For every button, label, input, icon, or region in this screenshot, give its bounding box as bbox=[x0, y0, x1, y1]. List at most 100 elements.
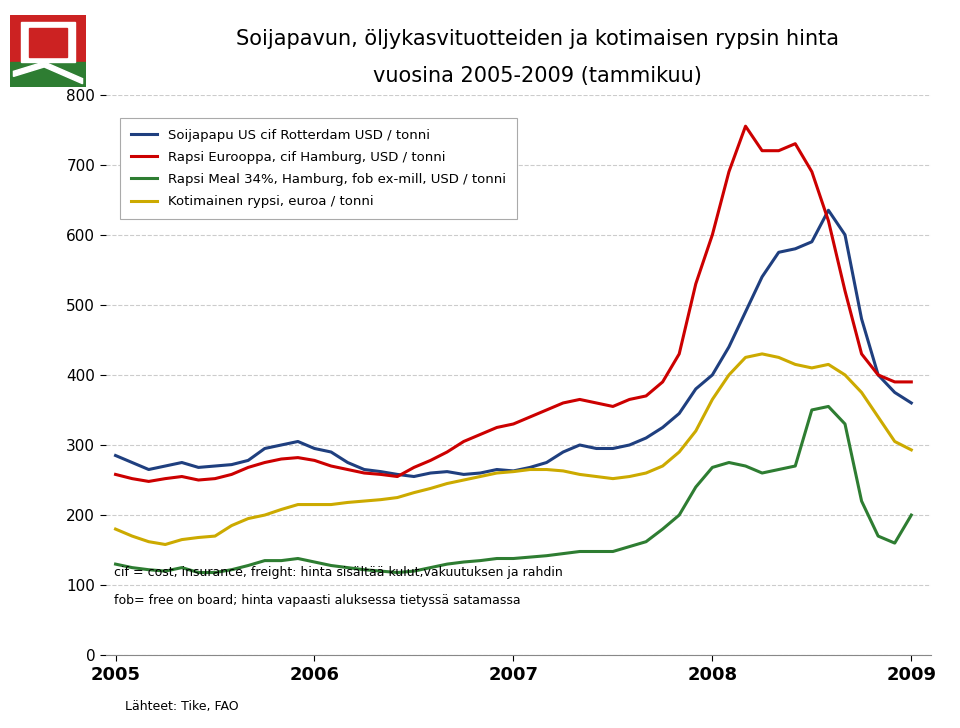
Rapsi Eurooppa, cif Hamburg, USD / tonni bbox=[259, 458, 271, 467]
Soijapapu US cif Rotterdam USD / tonni bbox=[325, 448, 337, 456]
Soijapapu US cif Rotterdam USD / tonni bbox=[707, 371, 718, 379]
Bar bbox=[10, 15, 86, 66]
Soijapapu US cif Rotterdam USD / tonni bbox=[574, 440, 586, 449]
Rapsi Meal 34%, Hamburg, fob ex-mill, USD / tonni bbox=[839, 419, 851, 428]
Soijapapu US cif Rotterdam USD / tonni bbox=[243, 456, 254, 464]
Rapsi Meal 34%, Hamburg, fob ex-mill, USD / tonni bbox=[143, 566, 155, 574]
Kotimainen rypsi, euroa / tonni bbox=[524, 465, 536, 474]
Rapsi Eurooppa, cif Hamburg, USD / tonni bbox=[773, 146, 784, 155]
Rapsi Meal 34%, Hamburg, fob ex-mill, USD / tonni bbox=[259, 556, 271, 565]
Soijapapu US cif Rotterdam USD / tonni bbox=[905, 398, 917, 407]
Rapsi Meal 34%, Hamburg, fob ex-mill, USD / tonni bbox=[657, 525, 668, 534]
Kotimainen rypsi, euroa / tonni bbox=[408, 488, 420, 497]
Rapsi Eurooppa, cif Hamburg, USD / tonni bbox=[873, 371, 884, 379]
Rapsi Eurooppa, cif Hamburg, USD / tonni bbox=[159, 474, 171, 483]
Soijapapu US cif Rotterdam USD / tonni bbox=[889, 388, 900, 397]
Rapsi Meal 34%, Hamburg, fob ex-mill, USD / tonni bbox=[392, 568, 403, 577]
Rapsi Eurooppa, cif Hamburg, USD / tonni bbox=[109, 470, 121, 479]
Soijapapu US cif Rotterdam USD / tonni bbox=[524, 463, 536, 472]
Kotimainen rypsi, euroa / tonni bbox=[392, 493, 403, 502]
Text: fob= free on board; hinta vapaasti aluksessa tietyssä satamassa: fob= free on board; hinta vapaasti aluks… bbox=[114, 593, 520, 606]
Bar bbox=[21, 22, 75, 62]
Kotimainen rypsi, euroa / tonni bbox=[889, 437, 900, 446]
Rapsi Meal 34%, Hamburg, fob ex-mill, USD / tonni bbox=[707, 463, 718, 472]
Kotimainen rypsi, euroa / tonni bbox=[590, 472, 602, 481]
Kotimainen rypsi, euroa / tonni bbox=[773, 353, 784, 362]
Rapsi Meal 34%, Hamburg, fob ex-mill, USD / tonni bbox=[806, 405, 818, 414]
Soijapapu US cif Rotterdam USD / tonni bbox=[492, 465, 503, 474]
Soijapapu US cif Rotterdam USD / tonni bbox=[839, 230, 851, 239]
Bar bbox=[29, 28, 67, 57]
Rapsi Eurooppa, cif Hamburg, USD / tonni bbox=[839, 286, 851, 296]
Rapsi Meal 34%, Hamburg, fob ex-mill, USD / tonni bbox=[690, 483, 702, 491]
Rapsi Eurooppa, cif Hamburg, USD / tonni bbox=[424, 456, 436, 464]
Rapsi Eurooppa, cif Hamburg, USD / tonni bbox=[243, 463, 254, 472]
Soijapapu US cif Rotterdam USD / tonni bbox=[690, 384, 702, 393]
Rapsi Eurooppa, cif Hamburg, USD / tonni bbox=[607, 402, 618, 411]
Soijapapu US cif Rotterdam USD / tonni bbox=[657, 423, 668, 432]
Rapsi Meal 34%, Hamburg, fob ex-mill, USD / tonni bbox=[524, 553, 536, 561]
Soijapapu US cif Rotterdam USD / tonni bbox=[392, 470, 403, 479]
Soijapapu US cif Rotterdam USD / tonni bbox=[309, 444, 321, 453]
Soijapapu US cif Rotterdam USD / tonni bbox=[209, 462, 221, 470]
Rapsi Meal 34%, Hamburg, fob ex-mill, USD / tonni bbox=[574, 547, 586, 556]
Soijapapu US cif Rotterdam USD / tonni bbox=[855, 314, 867, 323]
Rapsi Meal 34%, Hamburg, fob ex-mill, USD / tonni bbox=[474, 556, 486, 565]
Kotimainen rypsi, euroa / tonni bbox=[442, 479, 453, 488]
Kotimainen rypsi, euroa / tonni bbox=[574, 470, 586, 479]
Kotimainen rypsi, euroa / tonni bbox=[342, 498, 353, 507]
Rapsi Eurooppa, cif Hamburg, USD / tonni bbox=[358, 469, 370, 478]
Rapsi Meal 34%, Hamburg, fob ex-mill, USD / tonni bbox=[823, 402, 834, 411]
Rapsi Meal 34%, Hamburg, fob ex-mill, USD / tonni bbox=[723, 458, 734, 467]
Rapsi Eurooppa, cif Hamburg, USD / tonni bbox=[889, 378, 900, 387]
Rapsi Meal 34%, Hamburg, fob ex-mill, USD / tonni bbox=[492, 554, 503, 563]
Kotimainen rypsi, euroa / tonni bbox=[607, 474, 618, 483]
Rapsi Meal 34%, Hamburg, fob ex-mill, USD / tonni bbox=[624, 542, 636, 551]
Kotimainen rypsi, euroa / tonni bbox=[159, 540, 171, 549]
Rapsi Meal 34%, Hamburg, fob ex-mill, USD / tonni bbox=[889, 539, 900, 547]
Rapsi Meal 34%, Hamburg, fob ex-mill, USD / tonni bbox=[640, 537, 652, 546]
Kotimainen rypsi, euroa / tonni bbox=[740, 353, 752, 362]
Rapsi Meal 34%, Hamburg, fob ex-mill, USD / tonni bbox=[607, 547, 618, 556]
Soijapapu US cif Rotterdam USD / tonni bbox=[624, 440, 636, 449]
Rapsi Meal 34%, Hamburg, fob ex-mill, USD / tonni bbox=[342, 563, 353, 572]
Kotimainen rypsi, euroa / tonni bbox=[243, 514, 254, 523]
Soijapapu US cif Rotterdam USD / tonni bbox=[442, 467, 453, 476]
Soijapapu US cif Rotterdam USD / tonni bbox=[358, 465, 370, 474]
Soijapapu US cif Rotterdam USD / tonni bbox=[109, 451, 121, 460]
Rapsi Eurooppa, cif Hamburg, USD / tonni bbox=[474, 430, 486, 439]
Soijapapu US cif Rotterdam USD / tonni bbox=[143, 465, 155, 474]
Soijapapu US cif Rotterdam USD / tonni bbox=[176, 458, 187, 467]
Kotimainen rypsi, euroa / tonni bbox=[806, 363, 818, 372]
Rapsi Meal 34%, Hamburg, fob ex-mill, USD / tonni bbox=[558, 549, 569, 558]
Rapsi Meal 34%, Hamburg, fob ex-mill, USD / tonni bbox=[358, 566, 370, 574]
Rapsi Eurooppa, cif Hamburg, USD / tonni bbox=[392, 472, 403, 481]
Kotimainen rypsi, euroa / tonni bbox=[707, 395, 718, 404]
Rapsi Meal 34%, Hamburg, fob ex-mill, USD / tonni bbox=[408, 566, 420, 575]
Rapsi Meal 34%, Hamburg, fob ex-mill, USD / tonni bbox=[773, 465, 784, 474]
Rapsi Eurooppa, cif Hamburg, USD / tonni bbox=[574, 395, 586, 404]
Rapsi Eurooppa, cif Hamburg, USD / tonni bbox=[756, 146, 768, 155]
Kotimainen rypsi, euroa / tonni bbox=[193, 533, 204, 542]
Soijapapu US cif Rotterdam USD / tonni bbox=[607, 444, 618, 453]
Line: Soijapapu US cif Rotterdam USD / tonni: Soijapapu US cif Rotterdam USD / tonni bbox=[115, 210, 911, 477]
Rapsi Meal 34%, Hamburg, fob ex-mill, USD / tonni bbox=[209, 568, 221, 577]
Rapsi Meal 34%, Hamburg, fob ex-mill, USD / tonni bbox=[458, 558, 469, 566]
Soijapapu US cif Rotterdam USD / tonni bbox=[640, 434, 652, 443]
Line: Rapsi Eurooppa, cif Hamburg, USD / tonni: Rapsi Eurooppa, cif Hamburg, USD / tonni bbox=[115, 126, 911, 481]
Rapsi Meal 34%, Hamburg, fob ex-mill, USD / tonni bbox=[176, 563, 187, 572]
Rapsi Eurooppa, cif Hamburg, USD / tonni bbox=[325, 462, 337, 470]
Soijapapu US cif Rotterdam USD / tonni bbox=[474, 469, 486, 478]
Rapsi Eurooppa, cif Hamburg, USD / tonni bbox=[707, 230, 718, 239]
Soijapapu US cif Rotterdam USD / tonni bbox=[789, 245, 801, 253]
Rapsi Meal 34%, Hamburg, fob ex-mill, USD / tonni bbox=[873, 531, 884, 540]
Kotimainen rypsi, euroa / tonni bbox=[823, 360, 834, 369]
Soijapapu US cif Rotterdam USD / tonni bbox=[540, 458, 552, 467]
Rapsi Eurooppa, cif Hamburg, USD / tonni bbox=[143, 477, 155, 486]
Rapsi Meal 34%, Hamburg, fob ex-mill, USD / tonni bbox=[325, 561, 337, 570]
Rapsi Eurooppa, cif Hamburg, USD / tonni bbox=[276, 454, 287, 464]
Soijapapu US cif Rotterdam USD / tonni bbox=[873, 371, 884, 379]
Kotimainen rypsi, euroa / tonni bbox=[723, 371, 734, 379]
Legend: Soijapapu US cif Rotterdam USD / tonni, Rapsi Eurooppa, cif Hamburg, USD / tonni: Soijapapu US cif Rotterdam USD / tonni, … bbox=[120, 118, 516, 219]
Kotimainen rypsi, euroa / tonni bbox=[226, 521, 237, 530]
